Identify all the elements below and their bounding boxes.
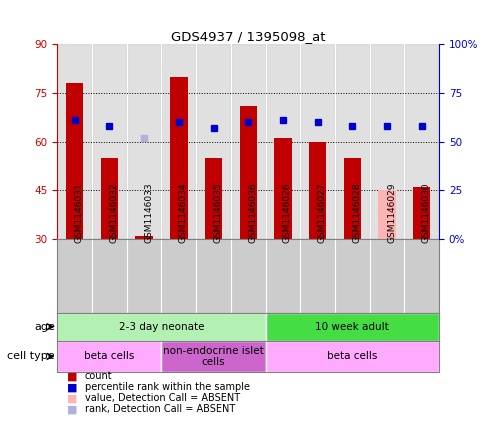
Text: GSM1146032: GSM1146032 <box>109 182 118 243</box>
Bar <box>57 44 92 239</box>
Text: GSM1146027: GSM1146027 <box>318 182 327 243</box>
Text: GSM1146031: GSM1146031 <box>75 182 84 243</box>
Text: 2-3 day neonate: 2-3 day neonate <box>119 322 204 332</box>
Bar <box>231 44 265 239</box>
Bar <box>66 83 83 239</box>
Text: GSM1146029: GSM1146029 <box>387 182 396 243</box>
Bar <box>196 239 231 313</box>
Bar <box>274 138 291 239</box>
Bar <box>135 236 153 239</box>
Bar <box>265 341 439 372</box>
Text: beta cells: beta cells <box>84 352 135 361</box>
Text: percentile rank within the sample: percentile rank within the sample <box>85 382 250 393</box>
Text: GSM1146035: GSM1146035 <box>214 182 223 243</box>
Bar <box>196 44 231 239</box>
Text: GSM1146034: GSM1146034 <box>179 182 188 243</box>
Text: value, Detection Call = ABSENT: value, Detection Call = ABSENT <box>85 393 240 404</box>
Bar <box>57 341 162 372</box>
Bar <box>309 142 326 239</box>
Bar <box>127 239 162 313</box>
Text: GSM1146036: GSM1146036 <box>248 182 257 243</box>
Bar <box>300 44 335 239</box>
Text: cell type: cell type <box>7 352 55 361</box>
Bar <box>335 239 370 313</box>
Text: rank, Detection Call = ABSENT: rank, Detection Call = ABSENT <box>85 404 235 415</box>
Bar <box>127 44 162 239</box>
Bar <box>170 77 188 239</box>
Bar <box>413 187 431 239</box>
Bar <box>404 239 439 313</box>
Bar <box>344 158 361 239</box>
Bar <box>162 44 196 239</box>
Bar <box>265 44 300 239</box>
Bar <box>265 313 439 341</box>
Bar <box>265 239 300 313</box>
Bar <box>205 158 222 239</box>
Bar <box>57 313 265 341</box>
Bar <box>101 158 118 239</box>
Title: GDS4937 / 1395098_at: GDS4937 / 1395098_at <box>171 30 325 43</box>
Bar <box>231 239 265 313</box>
Text: ■: ■ <box>67 371 78 382</box>
Bar <box>240 106 257 239</box>
Text: beta cells: beta cells <box>327 352 378 361</box>
Bar <box>92 239 127 313</box>
Bar <box>370 44 404 239</box>
Text: non-endocrine islet
cells: non-endocrine islet cells <box>163 346 264 367</box>
Text: ■: ■ <box>67 404 78 415</box>
Bar <box>162 341 265 372</box>
Bar <box>300 239 335 313</box>
Text: GSM1146028: GSM1146028 <box>352 182 361 243</box>
Text: 10 week adult: 10 week adult <box>315 322 389 332</box>
Text: ■: ■ <box>67 393 78 404</box>
Text: ■: ■ <box>67 382 78 393</box>
Text: GSM1146030: GSM1146030 <box>422 182 431 243</box>
Text: count: count <box>85 371 112 382</box>
Text: age: age <box>34 322 55 332</box>
Bar <box>378 190 396 239</box>
Text: GSM1146026: GSM1146026 <box>283 182 292 243</box>
Bar <box>162 239 196 313</box>
Bar <box>404 44 439 239</box>
Bar <box>370 239 404 313</box>
Bar <box>335 44 370 239</box>
Text: GSM1146033: GSM1146033 <box>144 182 153 243</box>
Bar <box>92 44 127 239</box>
Bar <box>57 239 92 313</box>
